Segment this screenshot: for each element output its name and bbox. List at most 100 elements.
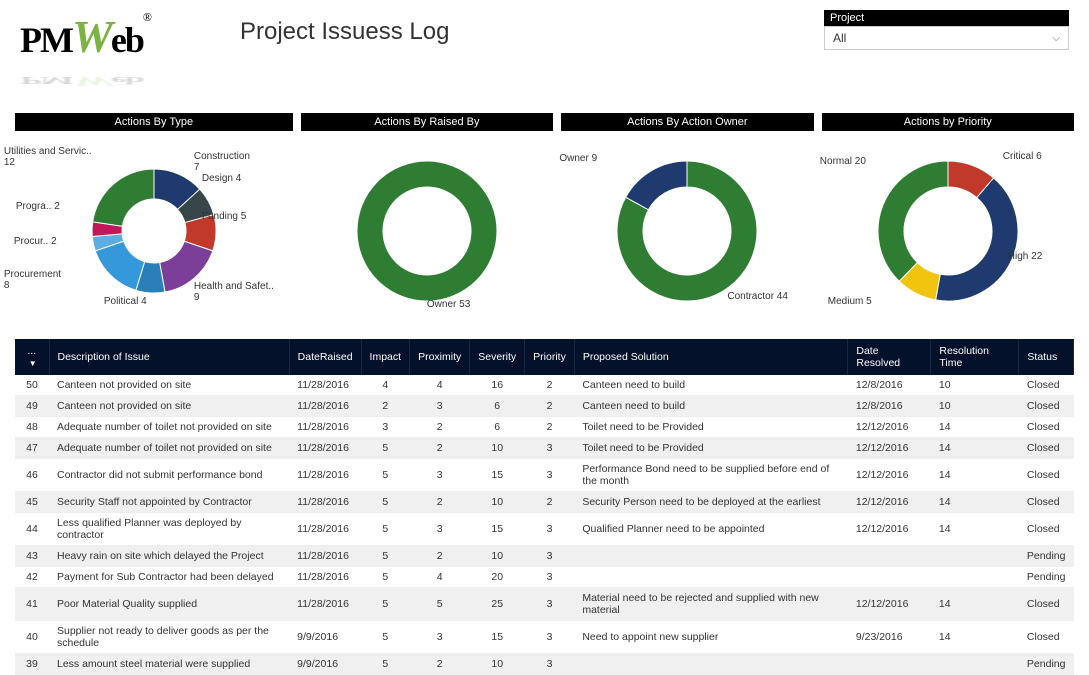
table-row[interactable]: 49Canteen not provided on site11/28/2016… — [15, 396, 1074, 417]
table-cell: Security Person need to be deployed at t… — [574, 492, 848, 513]
table-cell: 3 — [361, 417, 410, 438]
table-row[interactable]: 46Contractor did not submit performance … — [15, 459, 1074, 492]
table-cell: 5 — [410, 588, 470, 621]
table-row[interactable]: 42Payment for Sub Contractor had been de… — [15, 567, 1074, 588]
table-cell: 2 — [410, 417, 470, 438]
table-cell: 9/9/2016 — [289, 654, 361, 675]
table-row[interactable]: 50Canteen not provided on site11/28/2016… — [15, 375, 1074, 396]
chart-slice-label: Funding 5 — [202, 211, 246, 222]
table-row[interactable]: 44Less qualified Planner was deployed by… — [15, 513, 1074, 546]
chart-slice-label: Critical 6 — [1003, 151, 1042, 162]
filter-label: Project — [824, 10, 1069, 26]
chevron-down-icon: ⌵ — [1052, 33, 1060, 44]
table-cell: Closed — [1019, 492, 1074, 513]
chart-slice-label: Medium 5 — [828, 296, 872, 307]
chart-slice-label: Procur.. 2 — [14, 236, 57, 247]
table-row[interactable]: 47Adequate number of toilet not provided… — [15, 438, 1074, 459]
table-cell: 3 — [410, 621, 470, 654]
table-cell: Less amount steel material were supplied — [49, 654, 289, 675]
header: PMWeb® PMWeb Project Issuess Log Project… — [0, 0, 1089, 113]
table-cell: 11/28/2016 — [289, 417, 361, 438]
table-cell: 9/9/2016 — [289, 621, 361, 654]
table-cell: 3 — [525, 546, 575, 567]
table-cell: 12/12/2016 — [848, 513, 931, 546]
table-cell: 50 — [15, 375, 49, 396]
table-cell: 12/12/2016 — [848, 417, 931, 438]
table-cell: 15 — [470, 459, 525, 492]
table-cell: 6 — [470, 417, 525, 438]
table-cell: 11/28/2016 — [289, 588, 361, 621]
table-cell: Closed — [1019, 396, 1074, 417]
table-cell — [574, 567, 848, 588]
table-cell: Pending — [1019, 567, 1074, 588]
chart-slice-label: Normal 20 — [820, 156, 866, 167]
table-cell: 25 — [470, 588, 525, 621]
table-cell: 12/12/2016 — [848, 459, 931, 492]
chart-title: Actions By Raised By — [301, 113, 553, 131]
table-cell: 14 — [931, 513, 1019, 546]
table-cell: Supplier not ready to deliver goods as p… — [49, 621, 289, 654]
table-cell: 6 — [470, 396, 525, 417]
table-cell: 10 — [470, 492, 525, 513]
table-cell: Adequate number of toilet not provided o… — [49, 438, 289, 459]
charts-row: Actions By Type Construction7Design 4Fun… — [0, 113, 1089, 331]
table-cell: 11/28/2016 — [289, 567, 361, 588]
column-header[interactable]: Impact — [361, 339, 410, 375]
table-cell: Poor Material Quality supplied — [49, 588, 289, 621]
table-cell: 2 — [525, 375, 575, 396]
chart-body[interactable]: Owner 53 — [301, 131, 553, 331]
column-header[interactable]: Date Resolved — [848, 339, 931, 375]
table-cell: Contractor did not submit performance bo… — [49, 459, 289, 492]
table-cell: 5 — [361, 567, 410, 588]
table-cell — [574, 546, 848, 567]
table-cell: 11/28/2016 — [289, 492, 361, 513]
table-cell: 3 — [525, 513, 575, 546]
table-cell: 12/12/2016 — [848, 438, 931, 459]
column-header[interactable]: Resolution Time — [931, 339, 1019, 375]
table-cell: 2 — [410, 546, 470, 567]
table-cell: 3 — [525, 438, 575, 459]
table-cell: 3 — [525, 459, 575, 492]
table-cell: 11/28/2016 — [289, 375, 361, 396]
table-cell: Canteen need to build — [574, 375, 848, 396]
table-cell: 12/8/2016 — [848, 375, 931, 396]
column-header[interactable]: Proposed Solution — [574, 339, 848, 375]
table-cell: 16 — [470, 375, 525, 396]
table-cell: 3 — [410, 396, 470, 417]
chart-slice-label: Owner 9 — [559, 153, 597, 164]
column-header[interactable]: Severity — [470, 339, 525, 375]
column-header[interactable]: Priority — [525, 339, 575, 375]
table-cell: 2 — [410, 492, 470, 513]
table-row[interactable]: 40Supplier not ready to deliver goods as… — [15, 621, 1074, 654]
column-header[interactable]: Description of Issue — [49, 339, 289, 375]
table-cell: Closed — [1019, 513, 1074, 546]
issues-table-wrap: ... ▼Description of IssueDateRaisedImpac… — [0, 339, 1089, 675]
column-header[interactable]: Proximity — [410, 339, 470, 375]
table-cell: 14 — [931, 438, 1019, 459]
table-cell: 5 — [361, 654, 410, 675]
chart-slice-label: Owner 53 — [427, 299, 470, 310]
column-header[interactable]: DateRaised — [289, 339, 361, 375]
column-header[interactable]: ... ▼ — [15, 339, 49, 375]
table-row[interactable]: 48Adequate number of toilet not provided… — [15, 417, 1074, 438]
project-select[interactable]: All ⌵ — [824, 26, 1069, 50]
column-header[interactable]: Status — [1019, 339, 1074, 375]
table-cell — [931, 546, 1019, 567]
table-cell: 2 — [410, 438, 470, 459]
chart-body[interactable]: Contractor 44Owner 9 — [561, 131, 813, 331]
chart-body[interactable]: Critical 6High 22Medium 5Normal 20 — [822, 131, 1074, 331]
table-row[interactable]: 41Poor Material Quality supplied11/28/20… — [15, 588, 1074, 621]
table-row[interactable]: 45Security Staff not appointed by Contra… — [15, 492, 1074, 513]
table-cell — [848, 546, 931, 567]
table-cell: 12/12/2016 — [848, 588, 931, 621]
table-row[interactable]: 43Heavy rain on site which delayed the P… — [15, 546, 1074, 567]
table-cell: 40 — [15, 621, 49, 654]
table-cell: Qualified Planner need to be appointed — [574, 513, 848, 546]
chart-actions-by-raised-by: Actions By Raised By Owner 53 — [301, 113, 553, 331]
table-cell: Pending — [1019, 654, 1074, 675]
table-cell: 12/8/2016 — [848, 396, 931, 417]
chart-body[interactable]: Construction7Design 4Funding 5Health and… — [15, 131, 293, 331]
table-cell — [931, 567, 1019, 588]
table-row[interactable]: 39Less amount steel material were suppli… — [15, 654, 1074, 675]
table-cell — [848, 654, 931, 675]
